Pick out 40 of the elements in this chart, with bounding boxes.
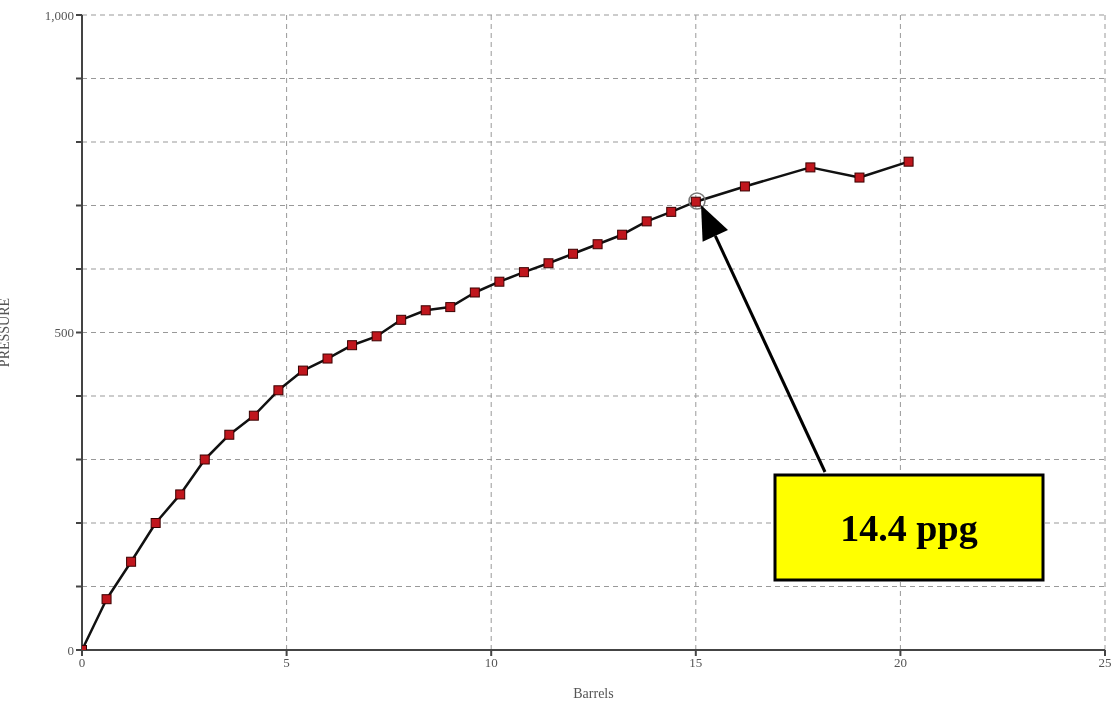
- point: [347, 340, 358, 351]
- y-tick-label: 1,000: [44, 7, 74, 23]
- x-tick-label: 5: [283, 655, 290, 671]
- point: [543, 258, 554, 269]
- point: [854, 172, 865, 183]
- point: [126, 556, 137, 567]
- point: [469, 287, 480, 298]
- point: [371, 331, 382, 342]
- point: [150, 518, 161, 528]
- x-tick-label: 0: [78, 655, 86, 671]
- point: [805, 162, 816, 173]
- point: [297, 365, 308, 376]
- point: [445, 302, 456, 313]
- y-axis-title: PRESSURE: [0, 297, 12, 368]
- point: [617, 229, 628, 240]
- point: [666, 206, 677, 217]
- point: [101, 594, 112, 605]
- point: [494, 276, 505, 287]
- point: [739, 181, 750, 192]
- point: [568, 248, 579, 259]
- y-tick-label: 0: [67, 642, 74, 658]
- point: [322, 353, 333, 364]
- point: [175, 489, 186, 500]
- point: [224, 429, 235, 440]
- x-tick-label: 15: [689, 655, 703, 671]
- x-axis-title: Barrels: [573, 686, 614, 701]
- point: [903, 156, 914, 167]
- x-tick-label: 20: [893, 655, 907, 671]
- point: [248, 410, 259, 421]
- point: [396, 314, 407, 325]
- point: [199, 454, 210, 465]
- point: [641, 216, 652, 227]
- x-tick-label: 25: [1098, 655, 1112, 671]
- point: [273, 385, 284, 396]
- point: [518, 267, 529, 278]
- x-tick-label: 10: [484, 655, 498, 671]
- annotation: 14.4 ppg: [840, 507, 978, 549]
- y-tick-label: 500: [54, 325, 74, 341]
- point: [592, 239, 603, 250]
- point: [420, 305, 431, 316]
